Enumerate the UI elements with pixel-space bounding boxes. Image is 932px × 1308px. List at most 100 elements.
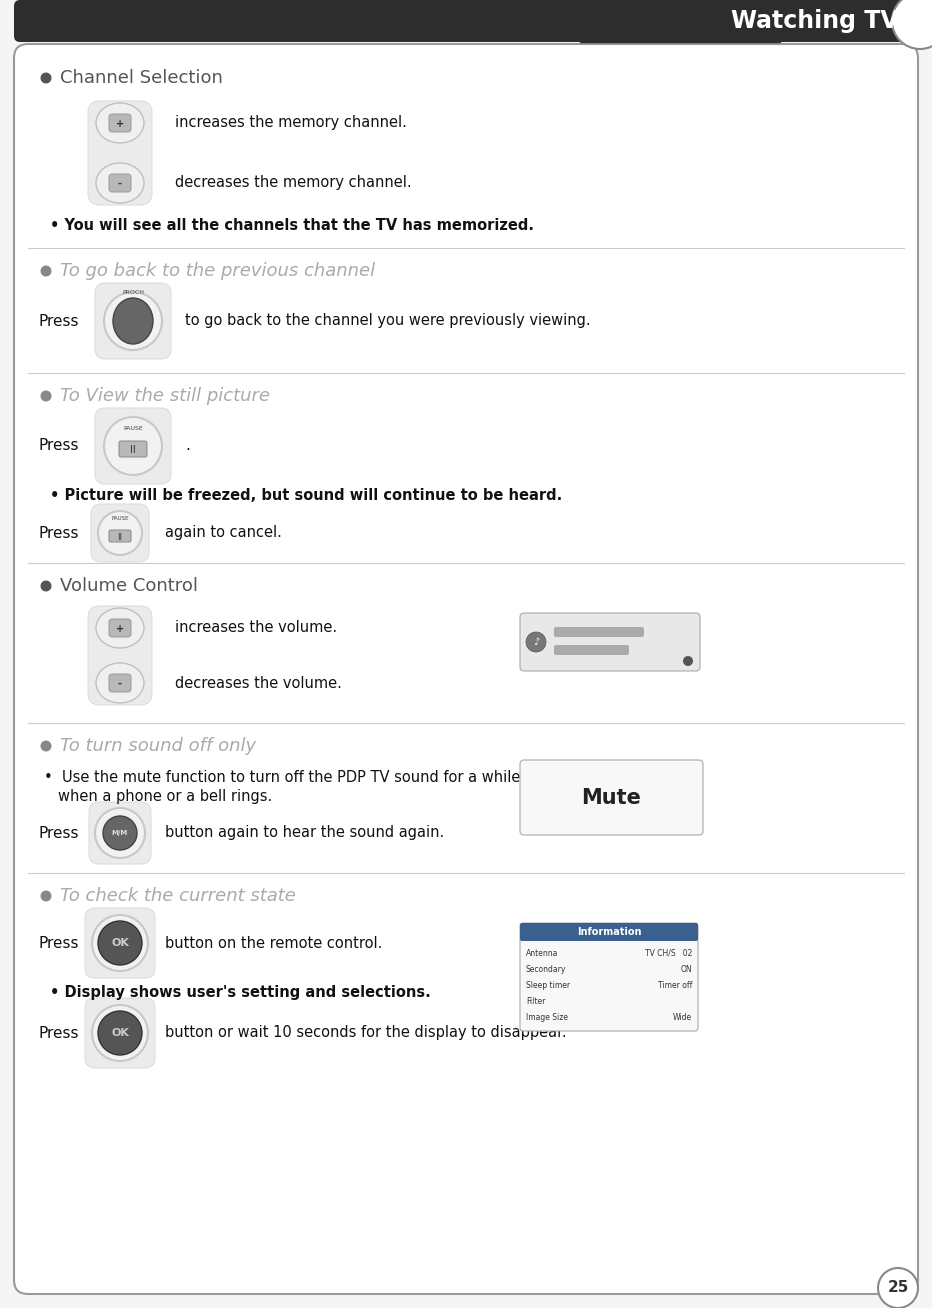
Ellipse shape <box>92 1005 148 1061</box>
FancyBboxPatch shape <box>119 441 147 456</box>
Text: -: - <box>118 179 122 188</box>
Text: To turn sound off only: To turn sound off only <box>60 736 256 755</box>
Circle shape <box>526 632 546 651</box>
FancyBboxPatch shape <box>109 674 131 692</box>
Circle shape <box>892 0 932 48</box>
Text: increases the volume.: increases the volume. <box>175 620 337 636</box>
Text: +: + <box>116 624 124 634</box>
Circle shape <box>40 266 51 276</box>
Ellipse shape <box>103 816 137 850</box>
Ellipse shape <box>96 663 144 702</box>
Text: Channel Selection: Channel Selection <box>60 69 223 88</box>
Text: OK: OK <box>111 1028 129 1039</box>
FancyBboxPatch shape <box>109 530 131 542</box>
FancyBboxPatch shape <box>91 504 149 562</box>
FancyBboxPatch shape <box>109 174 131 192</box>
Text: To View the still picture: To View the still picture <box>60 387 270 405</box>
Text: •  Use the mute function to turn off the PDP TV sound for a while,: • Use the mute function to turn off the … <box>44 770 525 786</box>
Circle shape <box>98 1011 142 1056</box>
Circle shape <box>683 657 693 666</box>
Ellipse shape <box>95 808 145 858</box>
Text: Press: Press <box>38 1025 78 1040</box>
Text: button again to hear the sound again.: button again to hear the sound again. <box>165 825 445 841</box>
Text: Press: Press <box>38 314 78 328</box>
Text: Antenna: Antenna <box>526 950 558 957</box>
Circle shape <box>40 891 51 901</box>
Circle shape <box>40 72 51 84</box>
Text: II: II <box>130 445 136 455</box>
Text: Press: Press <box>38 825 78 841</box>
FancyBboxPatch shape <box>85 998 155 1069</box>
Text: Volume Control: Volume Control <box>60 577 198 595</box>
FancyBboxPatch shape <box>554 645 629 655</box>
Text: button or wait 10 seconds for the display to disappear.: button or wait 10 seconds for the displa… <box>165 1025 567 1040</box>
Text: decreases the volume.: decreases the volume. <box>175 675 342 691</box>
FancyBboxPatch shape <box>109 619 131 637</box>
Text: increases the memory channel.: increases the memory channel. <box>175 115 407 131</box>
Ellipse shape <box>92 916 148 971</box>
Text: Press: Press <box>38 438 78 454</box>
Text: PROCH: PROCH <box>122 290 144 296</box>
Text: PAUSE: PAUSE <box>111 517 129 522</box>
Circle shape <box>40 391 51 402</box>
Text: M/M: M/M <box>112 831 128 836</box>
Text: Wide: Wide <box>673 1012 692 1022</box>
Circle shape <box>98 921 142 965</box>
FancyBboxPatch shape <box>14 44 918 1294</box>
Text: Filter: Filter <box>526 997 545 1006</box>
FancyBboxPatch shape <box>520 923 698 940</box>
Ellipse shape <box>96 164 144 203</box>
Text: II: II <box>117 532 122 542</box>
FancyBboxPatch shape <box>88 606 152 705</box>
Polygon shape <box>580 0 780 42</box>
Circle shape <box>40 740 51 752</box>
Text: when a phone or a bell rings.: when a phone or a bell rings. <box>58 789 272 803</box>
FancyBboxPatch shape <box>554 627 644 637</box>
Text: -: - <box>118 679 122 689</box>
Ellipse shape <box>104 292 162 351</box>
Text: Information: Information <box>577 927 641 937</box>
Text: button on the remote control.: button on the remote control. <box>165 935 382 951</box>
Ellipse shape <box>98 511 142 555</box>
Ellipse shape <box>113 298 153 344</box>
Text: TV CH/S   02: TV CH/S 02 <box>645 950 692 957</box>
Text: to go back to the channel you were previously viewing.: to go back to the channel you were previ… <box>185 314 591 328</box>
FancyBboxPatch shape <box>95 408 171 484</box>
FancyBboxPatch shape <box>14 0 918 42</box>
Circle shape <box>40 581 51 591</box>
Text: • Picture will be freezed, but sound will continue to be heard.: • Picture will be freezed, but sound wil… <box>50 488 562 504</box>
Text: • Display shows user's setting and selections.: • Display shows user's setting and selec… <box>50 985 431 1001</box>
Text: decreases the memory channel.: decreases the memory channel. <box>175 175 412 191</box>
FancyBboxPatch shape <box>520 613 700 671</box>
Text: • You will see all the channels that the TV has memorized.: • You will see all the channels that the… <box>50 218 534 234</box>
Ellipse shape <box>96 608 144 647</box>
FancyBboxPatch shape <box>95 283 171 358</box>
Text: again to cancel.: again to cancel. <box>165 526 281 540</box>
Text: +: + <box>116 119 124 129</box>
Ellipse shape <box>104 417 162 475</box>
Text: Press: Press <box>38 935 78 951</box>
Text: ♪: ♪ <box>533 637 539 647</box>
Text: Secondary: Secondary <box>526 965 567 974</box>
Text: To check the current state: To check the current state <box>60 887 295 905</box>
Text: To go back to the previous channel: To go back to the previous channel <box>60 262 375 280</box>
Text: Sleep timer: Sleep timer <box>526 981 570 990</box>
Text: Press: Press <box>38 526 78 540</box>
Text: .: . <box>185 438 190 454</box>
Text: OK: OK <box>111 938 129 948</box>
Text: Watching TV: Watching TV <box>732 9 898 33</box>
FancyBboxPatch shape <box>520 923 698 1031</box>
FancyBboxPatch shape <box>85 908 155 978</box>
FancyBboxPatch shape <box>89 802 151 865</box>
Text: 25: 25 <box>887 1281 909 1295</box>
Ellipse shape <box>96 103 144 143</box>
Text: PAUSE: PAUSE <box>123 425 143 430</box>
Text: Timer off: Timer off <box>658 981 692 990</box>
Text: Image Size: Image Size <box>526 1012 568 1022</box>
Circle shape <box>878 1267 918 1308</box>
FancyBboxPatch shape <box>88 101 152 205</box>
Text: Mute: Mute <box>582 787 641 807</box>
FancyBboxPatch shape <box>109 114 131 132</box>
Text: ON: ON <box>680 965 692 974</box>
FancyBboxPatch shape <box>520 760 703 835</box>
